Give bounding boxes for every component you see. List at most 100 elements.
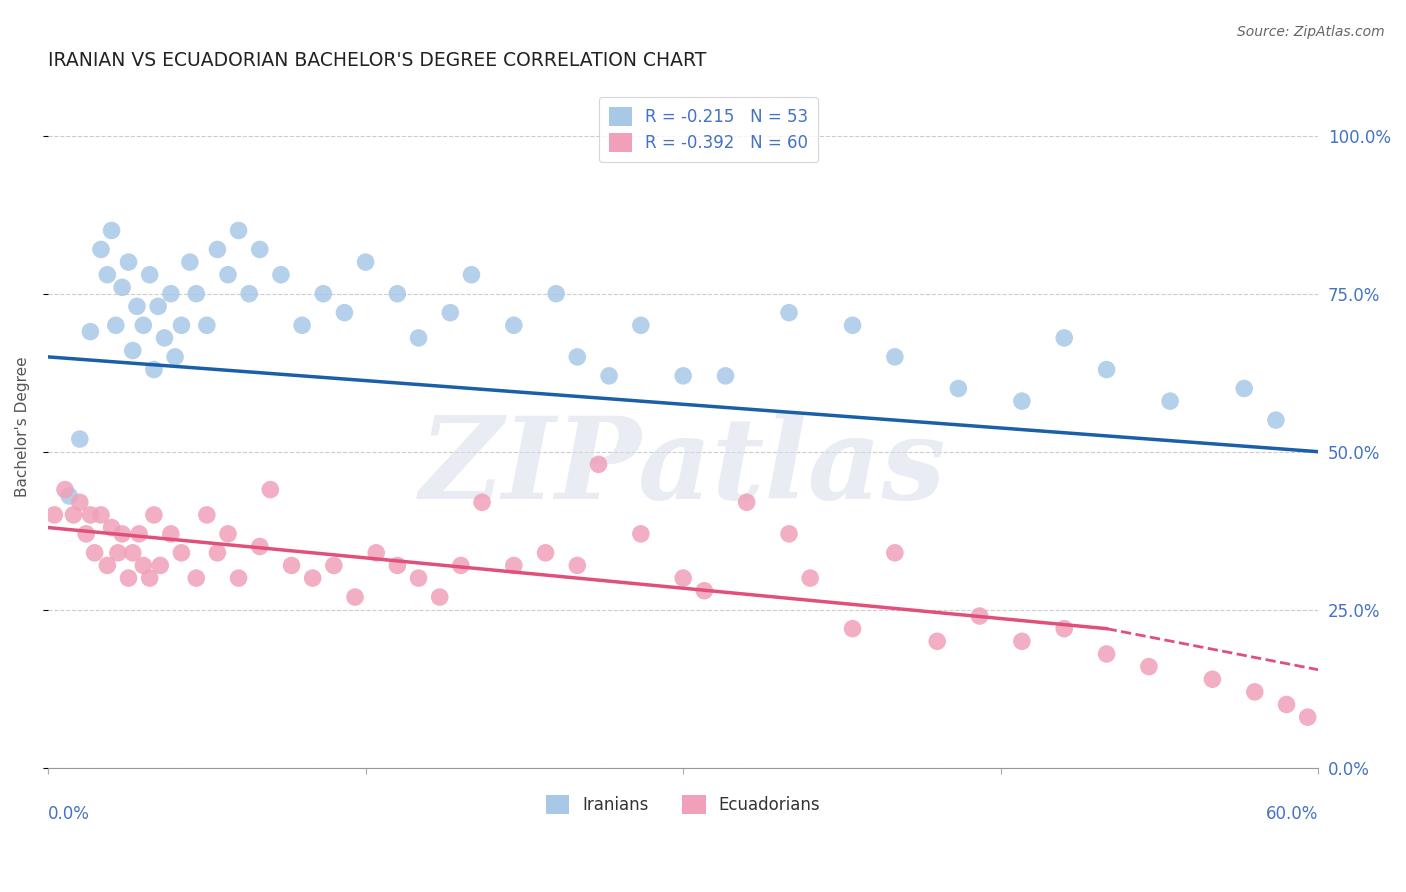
Point [228,223,250,237]
Point [146,299,169,313]
Point [1296,710,1319,724]
Point [1201,672,1223,686]
Legend: Iranians, Ecuadorians: Iranians, Ecuadorians [538,789,827,821]
Point [62,508,84,522]
Point [179,255,201,269]
Point [142,362,165,376]
Point [429,590,451,604]
Point [79,325,101,339]
Text: ZIPatlas: ZIPatlas [420,412,946,523]
Point [1053,331,1076,345]
Point [927,634,949,648]
Point [366,546,388,560]
Point [75,526,97,541]
Text: IRANIAN VS ECUADORIAN BACHELOR'S DEGREE CORRELATION CHART: IRANIAN VS ECUADORIAN BACHELOR'S DEGREE … [48,51,706,70]
Point [502,558,524,573]
Point [1233,382,1256,396]
Point [228,571,250,585]
Point [138,268,160,282]
Point [778,526,800,541]
Point [111,280,134,294]
Point [207,546,229,560]
Point [249,243,271,257]
Point [333,306,356,320]
Point [502,318,524,333]
Point [69,495,91,509]
Point [121,343,143,358]
Point [1011,394,1033,409]
Point [270,268,292,282]
Point [170,546,193,560]
Text: Source: ZipAtlas.com: Source: ZipAtlas.com [1237,25,1385,39]
Point [630,318,652,333]
Point [238,286,260,301]
Point [714,368,737,383]
Point [132,318,155,333]
Point [588,458,610,472]
Point [259,483,281,497]
Point [567,558,589,573]
Point [132,558,155,573]
Point [1095,647,1118,661]
Point [280,558,302,573]
Point [322,558,344,573]
Point [128,526,150,541]
Point [1159,394,1181,409]
Point [100,223,122,237]
Point [90,243,112,257]
Point [1011,634,1033,648]
Point [471,495,494,509]
Point [312,286,335,301]
Point [1275,698,1298,712]
Point [117,571,139,585]
Point [344,590,367,604]
Point [387,286,409,301]
Point [125,299,148,313]
Point [138,571,160,585]
Point [217,268,239,282]
Point [948,382,970,396]
Point [672,368,695,383]
Point [1137,659,1160,673]
Point [90,508,112,522]
Point [1243,685,1265,699]
Point [534,546,557,560]
Point [83,546,105,560]
Point [778,306,800,320]
Point [546,286,568,301]
Text: 60.0%: 60.0% [1265,805,1319,823]
Point [841,622,863,636]
Point [969,609,991,624]
Point [207,243,229,257]
Point [53,483,76,497]
Point [630,526,652,541]
Point [195,508,218,522]
Point [735,495,758,509]
Point [96,268,118,282]
Point [44,508,66,522]
Point [354,255,377,269]
Point [170,318,193,333]
Point [291,318,314,333]
Point [149,558,172,573]
Point [672,571,695,585]
Y-axis label: Bachelor's Degree: Bachelor's Degree [15,356,30,497]
Point [111,526,134,541]
Point [100,520,122,534]
Point [883,546,905,560]
Point [69,432,91,446]
Point [408,571,430,585]
Point [153,331,176,345]
Point [217,526,239,541]
Point [249,540,271,554]
Point [160,526,183,541]
Point [195,318,218,333]
Point [107,546,129,560]
Point [58,489,80,503]
Point [117,255,139,269]
Point [450,558,472,573]
Point [598,368,620,383]
Text: 0.0%: 0.0% [48,805,90,823]
Point [165,350,187,364]
Point [142,508,165,522]
